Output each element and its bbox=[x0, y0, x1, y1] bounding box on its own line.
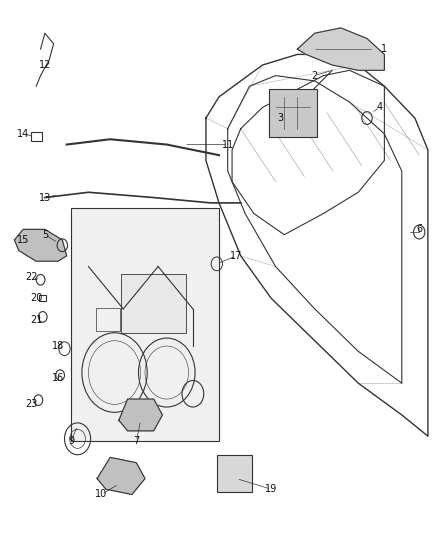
Text: 7: 7 bbox=[133, 437, 139, 447]
Polygon shape bbox=[14, 229, 67, 261]
Text: 10: 10 bbox=[95, 489, 108, 499]
Text: 15: 15 bbox=[17, 235, 29, 245]
Text: 14: 14 bbox=[17, 129, 29, 139]
Text: 16: 16 bbox=[52, 373, 64, 383]
FancyBboxPatch shape bbox=[121, 274, 186, 333]
Text: 13: 13 bbox=[39, 192, 51, 203]
Text: 5: 5 bbox=[42, 230, 48, 240]
Text: 17: 17 bbox=[230, 251, 243, 261]
Polygon shape bbox=[97, 457, 145, 495]
Polygon shape bbox=[297, 28, 385, 70]
FancyBboxPatch shape bbox=[217, 455, 252, 492]
Text: 19: 19 bbox=[265, 484, 277, 494]
FancyBboxPatch shape bbox=[71, 208, 219, 441]
Text: 22: 22 bbox=[25, 272, 38, 282]
FancyBboxPatch shape bbox=[269, 89, 317, 136]
Text: 3: 3 bbox=[277, 113, 283, 123]
Bar bbox=[39, 295, 46, 302]
Polygon shape bbox=[119, 399, 162, 431]
Text: 9: 9 bbox=[68, 437, 74, 447]
Text: 21: 21 bbox=[30, 314, 42, 325]
Text: 2: 2 bbox=[311, 70, 318, 80]
Text: 6: 6 bbox=[416, 224, 422, 235]
Text: 23: 23 bbox=[26, 399, 38, 409]
Text: 4: 4 bbox=[377, 102, 383, 112]
Text: 18: 18 bbox=[52, 341, 64, 351]
Bar bbox=[31, 132, 42, 141]
Text: 1: 1 bbox=[381, 44, 388, 54]
Text: 20: 20 bbox=[30, 293, 42, 303]
Text: 11: 11 bbox=[222, 140, 234, 150]
Text: 12: 12 bbox=[39, 60, 51, 70]
